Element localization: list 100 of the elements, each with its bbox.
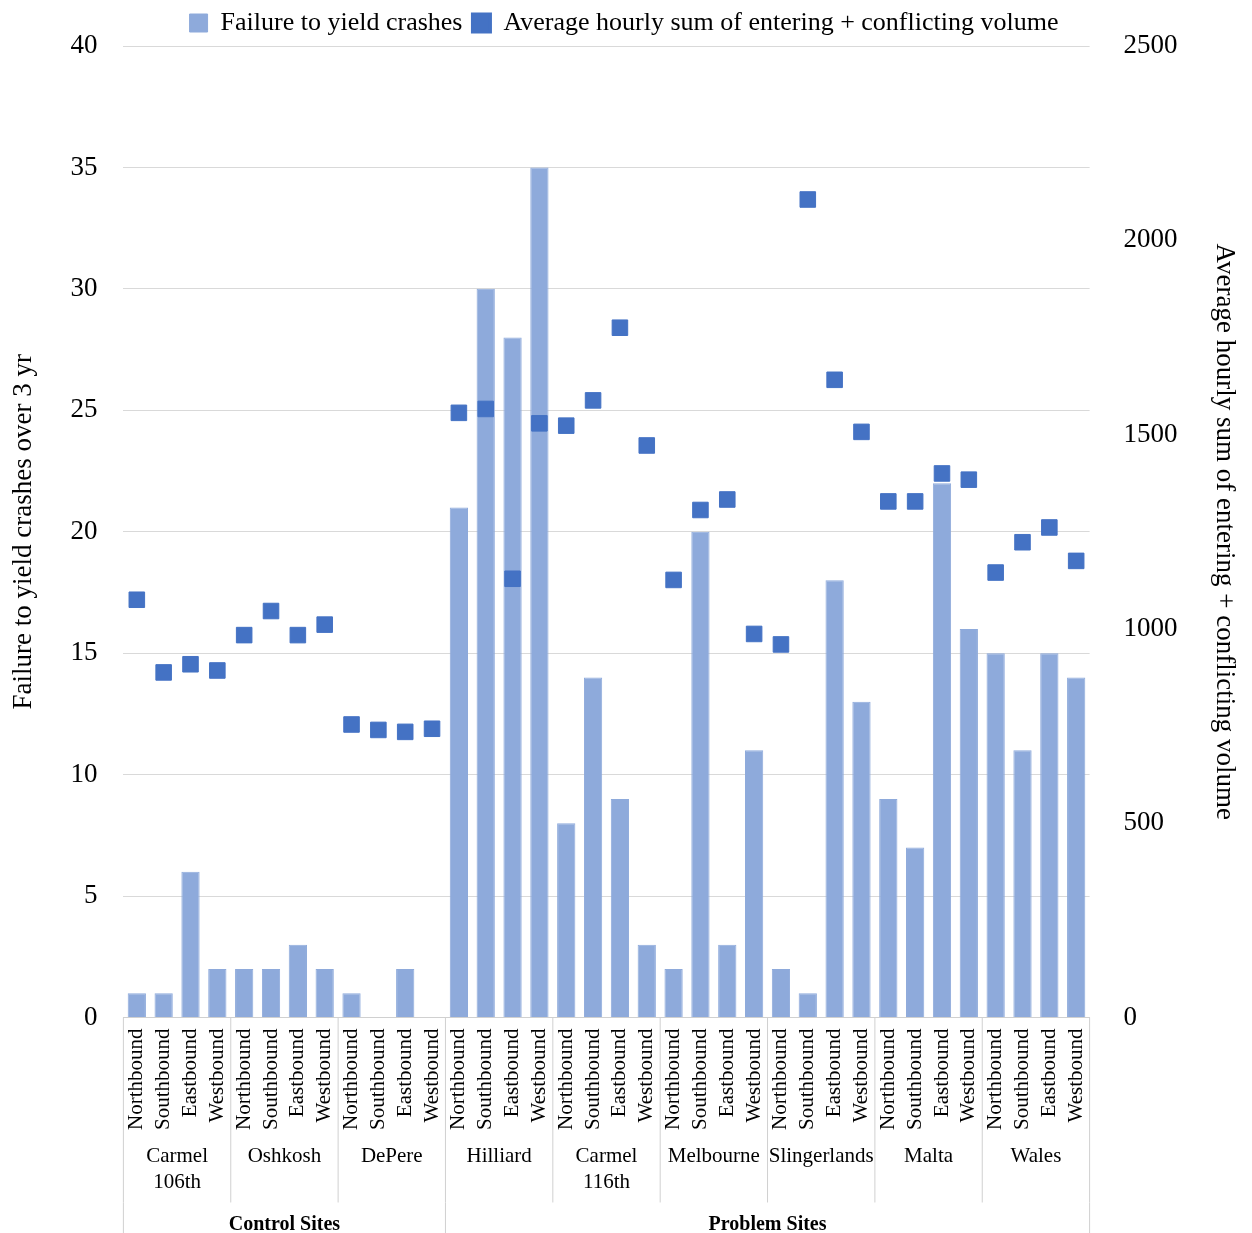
bar [691,531,710,1017]
x-tick-label: Westbound [525,1027,550,1123]
legend-label: Failure to yield crashes [220,6,463,36]
bar [959,628,978,1017]
text: Problem Sites [708,1211,827,1233]
y-tick-label: 30 [70,271,98,302]
bar [261,968,281,1017]
legend-label: Average hourly sum of entering + conflicting volume [503,6,1059,36]
point [262,602,280,620]
x-tick-label: Northbound [230,1027,255,1130]
point [235,626,253,644]
x-tick-label: Northbound [552,1027,577,1130]
point [182,655,199,673]
point [638,437,656,454]
x-tick-label: Westbound [418,1027,443,1123]
point [799,191,817,208]
x-tick-label: Eastbound [177,1027,202,1118]
text: Slingerlands [768,1142,874,1167]
x-tick-label: Westbound [847,1027,872,1123]
x-tick-label: Westbound [1062,1027,1087,1123]
x-tick-label: Southbound [794,1027,819,1130]
bar [181,871,200,1017]
y-tick-label: 40 [70,29,98,60]
x-tick-label: Westbound [633,1027,658,1123]
text: Melbourne [667,1142,760,1167]
bar [449,507,469,1017]
bar [771,968,791,1017]
bar [744,750,764,1017]
point [584,392,602,409]
text: DePere [360,1142,423,1167]
x-tick-label: Westbound [740,1027,765,1123]
point [504,570,521,588]
x-tick-label: Southbound [364,1027,389,1130]
point [880,493,897,510]
y2-axis-title: Average hourly sum of entering + conflicting volume [1210,243,1241,820]
y-tick-label: 0 [83,1000,98,1031]
bar [1013,750,1032,1017]
point [960,471,978,488]
y-tick-label: 25 [70,393,98,424]
x-tick-label: Eastbound [499,1027,524,1118]
bar [610,798,630,1017]
x-tick-label: Eastbound [284,1027,309,1118]
point [316,616,333,633]
point [477,400,494,418]
x-tick-label: Southbound [1009,1027,1034,1130]
bar [208,968,227,1017]
point [289,626,307,644]
x-tick-label: Southbound [686,1027,711,1130]
x-tick-label: Eastbound [928,1027,953,1118]
x-tick-label: Westbound [203,1027,228,1123]
y2-tick-label: 500 [1123,806,1165,837]
text: Carmel 106th [146,1142,209,1193]
point [853,423,870,441]
bar [583,677,603,1017]
y2-tick-label: 0 [1123,1000,1138,1031]
text: Hilliard [466,1142,533,1167]
bar [664,968,683,1017]
point [933,465,951,482]
text: Control Sites [228,1211,341,1233]
bar [852,701,871,1017]
x-tick-label: Southbound [150,1027,175,1130]
point [155,664,172,681]
point [450,404,468,422]
point [343,716,360,733]
point [665,571,682,589]
text: Carmel 116th [575,1142,638,1193]
bar [476,288,495,1017]
x-tick-label: Eastbound [1035,1027,1060,1118]
bar [825,580,844,1017]
y2-tick-label: 1000 [1123,611,1178,642]
point [128,591,146,609]
point [745,625,763,643]
y-tick-label: 5 [83,879,98,910]
y2-tick-label: 2000 [1123,223,1178,254]
x-tick-label: Northbound [338,1027,363,1130]
point [826,371,843,389]
bar [906,847,925,1017]
bar [932,483,952,1017]
x-tick-label: Eastbound [606,1027,631,1118]
x-tick-label: Northbound [445,1027,470,1130]
y-tick-label: 35 [70,150,98,181]
x-tick-label: Northbound [660,1027,685,1130]
x-tick-label: Westbound [311,1027,336,1123]
bar [798,993,817,1017]
x-tick-label: Northbound [982,1027,1007,1130]
bar [1067,677,1086,1017]
text: Wales [1010,1142,1062,1167]
bar [1040,653,1059,1017]
point [531,415,548,432]
point [772,636,790,653]
x-tick-label: Southbound [472,1027,497,1130]
x-tick-label: Southbound [901,1027,926,1130]
bar [342,993,361,1017]
point [396,723,414,741]
bar [503,337,522,1017]
bar [396,968,415,1017]
bar [718,944,737,1017]
bar [127,993,146,1017]
bar [235,968,254,1017]
y-tick-label: 10 [70,757,98,788]
